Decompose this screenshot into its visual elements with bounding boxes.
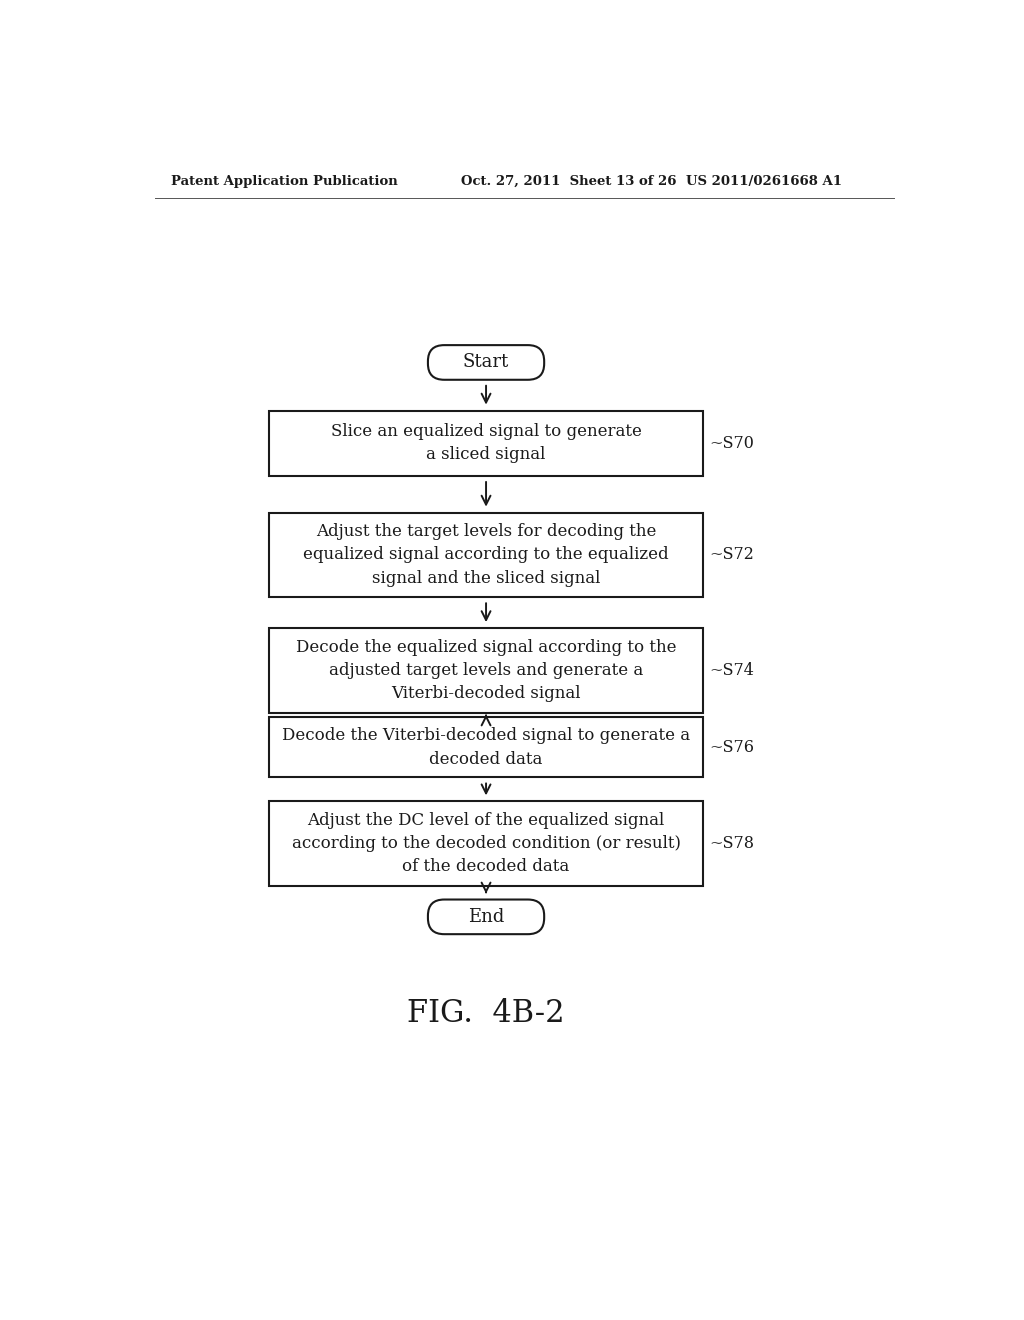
FancyBboxPatch shape xyxy=(428,899,544,935)
Bar xyxy=(269,718,703,777)
Text: Patent Application Publication: Patent Application Publication xyxy=(171,176,397,187)
Text: signal and the sliced signal: signal and the sliced signal xyxy=(372,569,600,586)
Bar xyxy=(269,628,703,713)
Text: ~S72: ~S72 xyxy=(710,546,754,564)
Text: decoded data: decoded data xyxy=(429,751,543,767)
Text: ~S74: ~S74 xyxy=(710,661,754,678)
Text: a sliced signal: a sliced signal xyxy=(426,446,546,463)
Text: Slice an equalized signal to generate: Slice an equalized signal to generate xyxy=(331,424,641,441)
Text: of the decoded data: of the decoded data xyxy=(402,858,569,875)
Text: equalized signal according to the equalized: equalized signal according to the equali… xyxy=(303,546,669,564)
Text: Start: Start xyxy=(463,354,509,371)
Text: ~S78: ~S78 xyxy=(710,836,755,853)
Text: Adjust the DC level of the equalized signal: Adjust the DC level of the equalized sig… xyxy=(307,812,665,829)
Text: FIG.  4B-2: FIG. 4B-2 xyxy=(408,998,565,1028)
Text: Viterbi-decoded signal: Viterbi-decoded signal xyxy=(391,685,581,702)
Text: Oct. 27, 2011  Sheet 13 of 26: Oct. 27, 2011 Sheet 13 of 26 xyxy=(461,176,677,187)
Text: End: End xyxy=(468,908,504,925)
Text: according to the decoded condition (or result): according to the decoded condition (or r… xyxy=(292,836,681,853)
Text: ~S76: ~S76 xyxy=(710,739,755,756)
Bar xyxy=(269,411,703,477)
Text: US 2011/0261668 A1: US 2011/0261668 A1 xyxy=(686,176,842,187)
Bar xyxy=(269,512,703,597)
FancyBboxPatch shape xyxy=(428,345,544,380)
Text: ~S70: ~S70 xyxy=(710,434,754,451)
Text: adjusted target levels and generate a: adjusted target levels and generate a xyxy=(329,661,643,678)
Text: Decode the equalized signal according to the: Decode the equalized signal according to… xyxy=(296,639,676,656)
Text: Adjust the target levels for decoding the: Adjust the target levels for decoding th… xyxy=(315,523,656,540)
Text: Decode the Viterbi-decoded signal to generate a: Decode the Viterbi-decoded signal to gen… xyxy=(282,727,690,744)
Bar xyxy=(269,801,703,886)
